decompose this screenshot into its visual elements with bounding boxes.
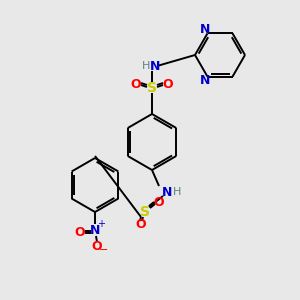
Text: N: N [150, 59, 160, 73]
Text: N: N [90, 224, 100, 236]
Text: H: H [142, 61, 150, 71]
Text: N: N [162, 185, 172, 199]
Text: N: N [200, 74, 211, 87]
Text: O: O [154, 196, 164, 208]
Text: H: H [173, 187, 181, 197]
Text: O: O [136, 218, 146, 232]
Text: S: S [147, 81, 157, 95]
Text: −: − [99, 245, 109, 255]
Text: N: N [200, 23, 211, 36]
Text: O: O [131, 77, 141, 91]
Text: O: O [163, 77, 173, 91]
Text: +: + [97, 219, 105, 229]
Text: O: O [75, 226, 85, 238]
Text: O: O [92, 241, 102, 254]
Text: S: S [140, 205, 150, 219]
